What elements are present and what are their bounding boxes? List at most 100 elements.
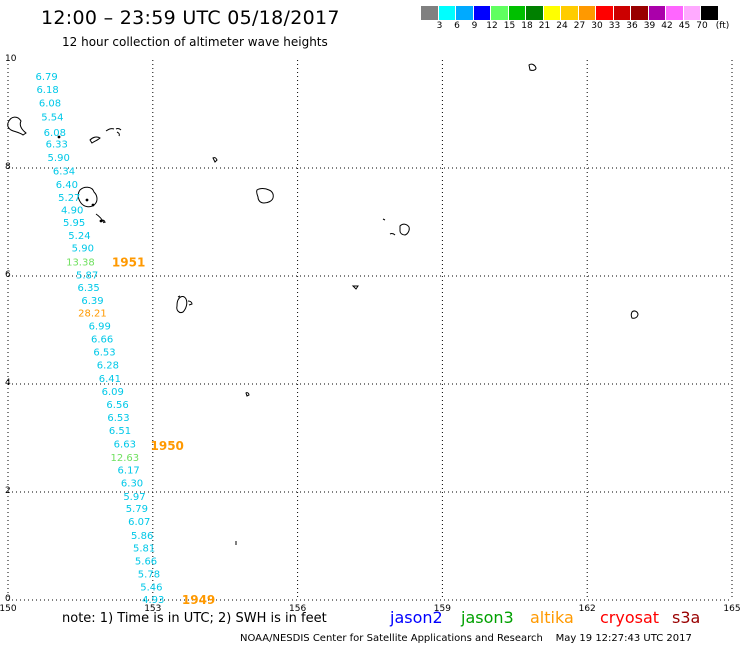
- color-scale-swatch: [683, 6, 700, 20]
- island-outline: [95, 213, 106, 224]
- swh-value: 5.90: [72, 243, 94, 254]
- swh-value: 6.40: [56, 180, 78, 191]
- color-scale-swatch: [578, 6, 595, 20]
- island-outline: [399, 223, 410, 236]
- swh-value: 6.17: [118, 465, 140, 476]
- swh-value: 4.90: [61, 206, 83, 217]
- swh-value: 6.53: [107, 413, 129, 424]
- legend-item: cryosat: [600, 608, 660, 627]
- island-outline: [77, 186, 98, 208]
- color-scale-swatch: [421, 6, 438, 20]
- swh-value: 6.28: [97, 361, 119, 372]
- island-outline: [630, 310, 639, 319]
- island-outline: [382, 218, 386, 221]
- color-scale-label: 15: [503, 21, 516, 31]
- time-label: 1949: [182, 593, 215, 607]
- page-title: 12:00 – 23:59 UTC 05/18/2017: [41, 7, 340, 29]
- color-scale-label: 27: [573, 21, 586, 31]
- islet-dot: [91, 203, 95, 207]
- swh-value: 6.07: [128, 517, 150, 528]
- color-scale-swatch: [613, 6, 630, 20]
- island-outline: [212, 157, 218, 163]
- swh-value: 6.41: [99, 374, 121, 385]
- map-grid: [7, 60, 733, 601]
- island-outline: [7, 116, 27, 136]
- color-scale-swatch: [631, 6, 648, 20]
- swh-value: 6.18: [36, 85, 58, 96]
- color-scale-label: 36: [626, 21, 638, 31]
- color-scale-swatch: [648, 6, 665, 20]
- color-scale-label: 70: [696, 21, 708, 31]
- y-tick-label: 6: [5, 270, 11, 280]
- swh-value: 6.33: [46, 140, 68, 151]
- swh-value: 6.63: [114, 439, 136, 450]
- swh-value: 5.95: [63, 218, 85, 229]
- time-label: 1950: [151, 439, 184, 453]
- island-outline: [176, 296, 188, 313]
- color-scale-swatch: [456, 6, 473, 20]
- y-tick-label: 0: [5, 594, 11, 604]
- swh-value: 5.87: [76, 270, 98, 281]
- color-scale-label: 24: [556, 21, 568, 31]
- swh-value: 5.97: [123, 492, 145, 503]
- swh-value: 6.99: [89, 322, 111, 333]
- y-tick-label: 10: [5, 54, 17, 64]
- swh-value: 12.63: [110, 453, 139, 464]
- y-tick-label: 2: [5, 486, 11, 496]
- color-scale-label: 18: [521, 21, 533, 31]
- y-axis-tick-labels: 10 8 6 4 2 0: [5, 54, 17, 604]
- color-scale-label: 21: [538, 21, 551, 31]
- swh-value: 6.34: [53, 167, 75, 178]
- color-scale-swatch: [596, 6, 613, 20]
- color-scale-swatch: [491, 6, 508, 20]
- wave-height-values: 6.796.186.085.546.086.335.906.346.405.27…: [35, 72, 164, 606]
- swh-value: 6.53: [93, 348, 115, 359]
- swh-value: 5.90: [48, 153, 70, 164]
- swh-value: 6.08: [44, 128, 66, 139]
- island-outline: [105, 128, 122, 137]
- color-scale-label: 12: [486, 21, 498, 31]
- swh-value: 6.56: [106, 400, 128, 411]
- color-scale-swatch: [473, 6, 490, 20]
- swh-value: 6.39: [81, 296, 103, 307]
- island-outline: [187, 300, 193, 306]
- x-tick-label: 159: [434, 604, 451, 614]
- color-scale-label: 3: [436, 21, 443, 31]
- y-tick-label: 4: [5, 378, 11, 388]
- color-scale-swatch: [701, 6, 718, 20]
- legend-item: s3a: [672, 608, 701, 627]
- swh-value: 5.24: [68, 231, 90, 242]
- color-scale-label: 30: [591, 21, 603, 31]
- footnote: note: 1) Time is in UTC; 2) SWH is in fe…: [62, 611, 327, 626]
- swh-value: 6.51: [109, 426, 131, 437]
- color-scale-label: 42: [661, 21, 673, 31]
- swh-value: 28.21: [78, 309, 107, 320]
- swh-value: 6.79: [35, 72, 57, 83]
- color-scale-swatch: [508, 6, 525, 20]
- swh-value: 5.54: [41, 113, 63, 124]
- page-subtitle: 12 hour collection of altimeter wave hei…: [62, 35, 328, 49]
- island-outline: [351, 285, 359, 290]
- color-scale-swatch: [526, 6, 543, 20]
- x-axis-tick-labels: 150 153 156 159 162 165: [0, 604, 740, 614]
- x-tick-label: 165: [723, 604, 740, 614]
- x-tick-label: 150: [0, 604, 17, 614]
- color-scale-label: 33: [608, 21, 621, 31]
- islet-dot: [99, 219, 103, 223]
- y-tick-label: 8: [5, 162, 11, 172]
- color-scale-label: 6: [454, 21, 460, 31]
- x-tick-label: 162: [579, 604, 596, 614]
- time-label: 1951: [112, 255, 145, 269]
- x-tick-label: 156: [289, 604, 306, 614]
- island-outline: [528, 63, 537, 71]
- x-tick-label: 153: [144, 604, 161, 614]
- legend-item: jason2: [390, 608, 443, 627]
- color-scale-label: 45: [678, 21, 691, 31]
- islet-dot: [57, 135, 61, 139]
- island-outline: [89, 136, 101, 144]
- color-scale-swatch: [438, 6, 455, 20]
- swh-value: 6.08: [39, 99, 61, 110]
- islet-dot: [85, 198, 89, 202]
- color-scale-swatch: [666, 6, 683, 20]
